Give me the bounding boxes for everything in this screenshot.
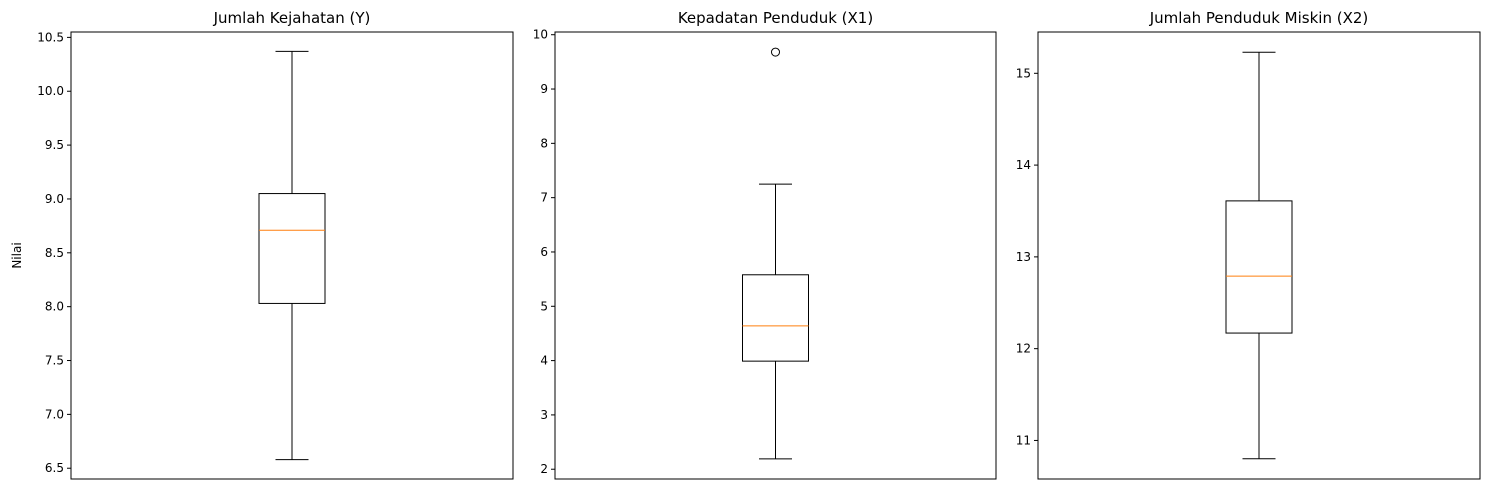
iqr-box bbox=[1225, 200, 1293, 334]
y-tick-label: 6 bbox=[540, 245, 548, 259]
y-tick-label: 12 bbox=[1016, 342, 1031, 356]
y-tick-label: 10.0 bbox=[37, 84, 64, 98]
chart-title: Kepadatan Penduduk (X1) bbox=[678, 9, 873, 27]
iqr-box bbox=[742, 274, 809, 362]
plot-frame bbox=[554, 31, 997, 480]
y-tick-label: 4 bbox=[540, 354, 548, 368]
y-tick-label: 10 bbox=[533, 28, 548, 42]
y-tick-label: 10.5 bbox=[37, 30, 64, 44]
y-tick-label: 9.5 bbox=[45, 138, 64, 152]
subplot-3: Jumlah Penduduk Miskin (X2) 11 12 13 14 15 bbox=[1016, 9, 1481, 480]
y-tick-label: 5 bbox=[540, 299, 548, 313]
subplot-1: Jumlah Kejahatan (Y) 6.5 7.0 7.5 8.0 8.5 9.0 9.… bbox=[10, 9, 514, 480]
y-tick-label: 2 bbox=[540, 462, 548, 476]
y-tick-label: 11 bbox=[1016, 433, 1031, 447]
y-tick-label: 8 bbox=[540, 136, 548, 150]
y-tick-label: 14 bbox=[1016, 158, 1031, 172]
y-tick-label: 7 bbox=[540, 191, 548, 205]
y-tick-label: 9.0 bbox=[45, 192, 64, 206]
chart-title: Jumlah Kejahatan (Y) bbox=[213, 9, 371, 27]
y-tick-label: 15 bbox=[1016, 66, 1031, 80]
subplot-2: Kepadatan Penduduk (X1) 2 3 4 5 6 7 8 9 10 bbox=[533, 9, 997, 480]
plot-frame bbox=[70, 31, 514, 480]
y-tick-label: 8.0 bbox=[45, 300, 64, 314]
y-tick-label: 8.5 bbox=[45, 246, 64, 260]
chart-title: Jumlah Penduduk Miskin (X2) bbox=[1149, 9, 1369, 27]
y-tick-label: 3 bbox=[540, 408, 548, 422]
y-tick-label: 7.0 bbox=[45, 407, 64, 421]
outlier-point bbox=[771, 47, 780, 57]
y-tick-label: 6.5 bbox=[45, 461, 64, 475]
y-tick-label: 9 bbox=[540, 82, 548, 96]
iqr-box bbox=[258, 193, 326, 304]
y-axis-label: Nilai bbox=[10, 242, 24, 268]
y-tick-label: 13 bbox=[1016, 250, 1031, 264]
y-tick-label: 7.5 bbox=[45, 354, 64, 368]
plot-frame bbox=[1037, 31, 1481, 480]
